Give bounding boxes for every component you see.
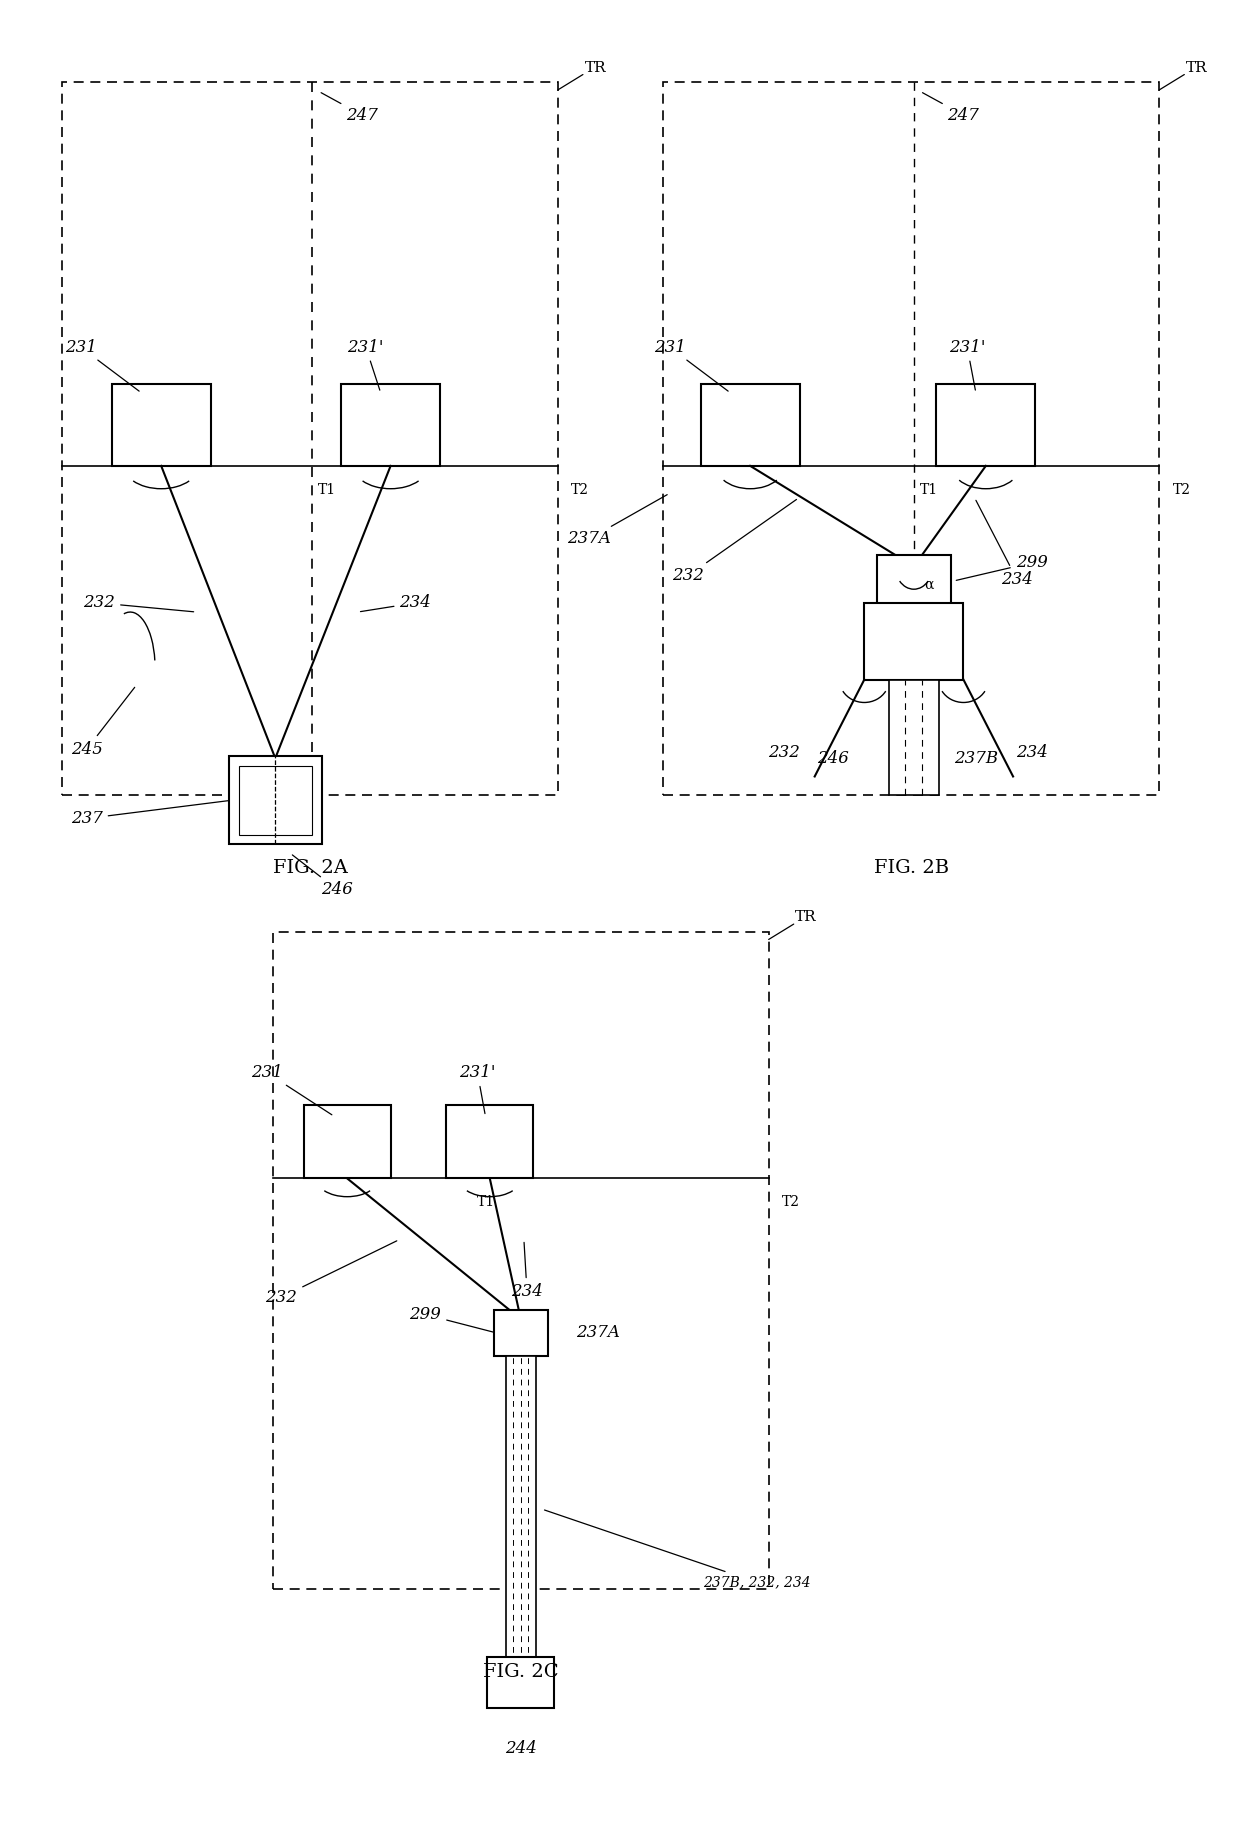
Text: 231: 231 bbox=[64, 338, 139, 391]
Bar bbox=[273, 932, 769, 1589]
Bar bbox=[663, 82, 1159, 795]
Text: 231: 231 bbox=[250, 1063, 332, 1114]
Text: T2: T2 bbox=[1173, 482, 1190, 497]
Text: 299: 299 bbox=[409, 1306, 494, 1332]
Bar bbox=[494, 1310, 548, 1356]
Text: 244: 244 bbox=[505, 1739, 537, 1758]
Bar bbox=[487, 1657, 554, 1708]
Text: 234: 234 bbox=[511, 1242, 543, 1301]
Text: 231': 231' bbox=[459, 1063, 496, 1114]
Text: 237B, 232, 234: 237B, 232, 234 bbox=[544, 1509, 810, 1589]
Text: 237A: 237A bbox=[575, 1325, 620, 1341]
Text: 232: 232 bbox=[83, 594, 193, 612]
Text: 232: 232 bbox=[672, 499, 796, 585]
Bar bbox=[701, 384, 800, 466]
Bar bbox=[304, 1105, 391, 1178]
Text: 237A: 237A bbox=[567, 495, 667, 548]
Text: 231: 231 bbox=[653, 338, 728, 391]
Text: 245: 245 bbox=[71, 687, 135, 758]
Text: 247: 247 bbox=[321, 93, 378, 124]
Text: 234: 234 bbox=[1016, 744, 1048, 762]
Text: 246: 246 bbox=[293, 855, 353, 899]
Bar bbox=[229, 756, 322, 844]
Text: 237B: 237B bbox=[954, 749, 998, 767]
Text: 246: 246 bbox=[817, 749, 849, 767]
Bar bbox=[877, 555, 951, 607]
Text: TR: TR bbox=[584, 60, 606, 75]
Text: T1: T1 bbox=[477, 1195, 495, 1209]
Text: 299: 299 bbox=[956, 554, 1048, 581]
Text: FIG. 2C: FIG. 2C bbox=[484, 1663, 558, 1681]
Bar bbox=[341, 384, 440, 466]
Bar bbox=[112, 384, 211, 466]
Text: 231': 231' bbox=[347, 338, 384, 391]
Bar bbox=[446, 1105, 533, 1178]
Text: 234: 234 bbox=[976, 501, 1033, 588]
Text: 232: 232 bbox=[265, 1241, 397, 1306]
Bar bbox=[62, 82, 558, 795]
Text: FIG. 2B: FIG. 2B bbox=[874, 859, 949, 877]
Text: 234: 234 bbox=[361, 594, 432, 612]
Text: 237: 237 bbox=[71, 800, 229, 828]
Text: 247: 247 bbox=[923, 93, 980, 124]
Text: TR: TR bbox=[795, 910, 817, 924]
Bar bbox=[239, 766, 312, 835]
Text: T2: T2 bbox=[782, 1195, 800, 1209]
Text: α: α bbox=[924, 577, 934, 592]
Text: FIG. 2A: FIG. 2A bbox=[273, 859, 347, 877]
Text: 231': 231' bbox=[949, 338, 986, 391]
Text: T1: T1 bbox=[319, 482, 336, 497]
Bar bbox=[889, 680, 939, 795]
Bar bbox=[936, 384, 1035, 466]
Bar bbox=[506, 1356, 536, 1663]
Text: T2: T2 bbox=[572, 482, 589, 497]
Text: T1: T1 bbox=[920, 482, 937, 497]
Text: TR: TR bbox=[1185, 60, 1208, 75]
Bar bbox=[864, 603, 963, 680]
Text: 232: 232 bbox=[768, 744, 800, 762]
